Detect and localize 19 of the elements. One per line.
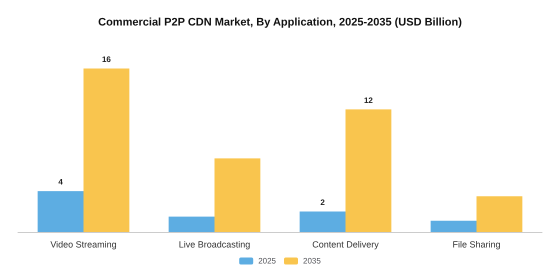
chart-title: Commercial P2P CDN Market, By Application, 2025-2035 (USD Billion)	[98, 16, 462, 28]
bar	[476, 196, 522, 232]
bar	[214, 158, 260, 232]
x-tick-label: File Sharing	[452, 240, 501, 250]
bar	[168, 216, 214, 232]
x-tick-label: Video Streaming	[50, 240, 117, 250]
x-tick-label: Content Delivery	[312, 240, 380, 250]
bar	[346, 109, 392, 232]
data-label: 12	[364, 96, 374, 105]
legend-label: 2025	[258, 256, 277, 266]
data-label: 16	[102, 54, 112, 64]
bar	[84, 68, 130, 232]
data-label: 4	[58, 178, 64, 187]
bar	[300, 212, 346, 232]
legend-label: 2035	[303, 256, 322, 266]
data-label: 2	[320, 198, 326, 208]
x-tick-label: Live Broadcasting	[178, 240, 250, 250]
bar	[430, 220, 476, 232]
bar	[38, 191, 84, 232]
